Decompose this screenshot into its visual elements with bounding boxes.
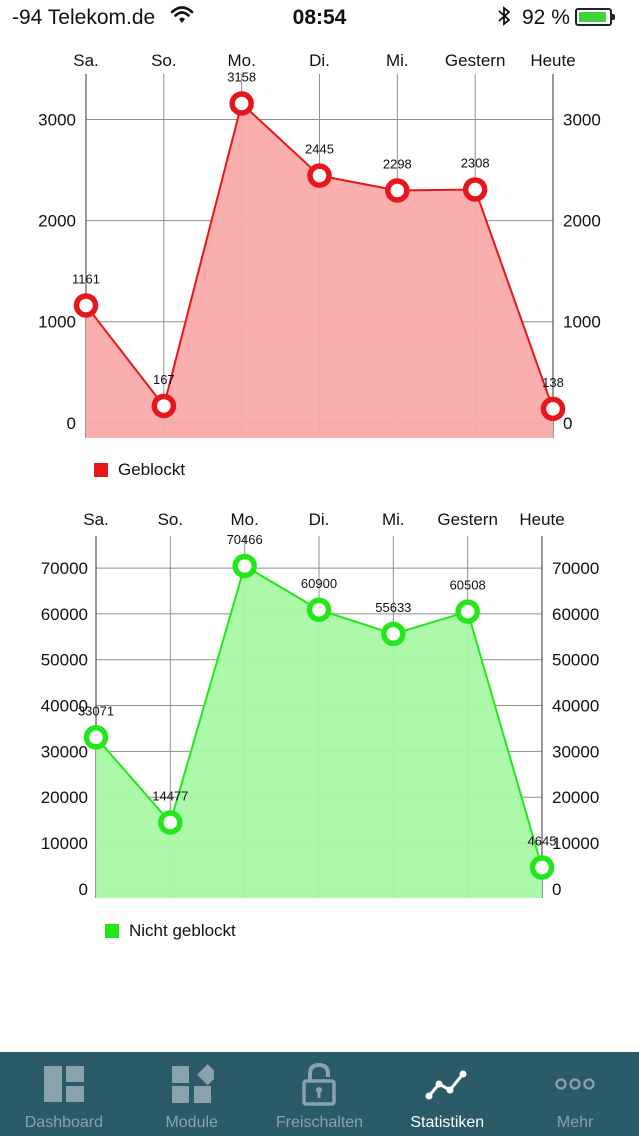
y-tick-label-right: 0 [563, 414, 572, 433]
dashboard-icon [42, 1062, 86, 1106]
x-tick-label: Heute [530, 51, 575, 70]
tab-bar: Dashboard Module Freischalten [0, 1052, 639, 1136]
data-point [158, 810, 183, 835]
tab-dashboard[interactable]: Dashboard [0, 1052, 128, 1136]
tab-label: Mehr [556, 1114, 594, 1131]
data-point [232, 553, 257, 579]
data-point [73, 293, 99, 318]
blocked-chart: Sa. So. Mo. Di. Mi. Gestern Heute 0 0 1000 1000 200… [38, 51, 601, 438]
legend-swatch [105, 924, 119, 938]
not-blocked-legend: Nicht geblockt [105, 921, 236, 941]
y-tick-label-right: 1000 [563, 313, 601, 332]
tab-mehr[interactable]: Mehr [511, 1052, 639, 1136]
data-point [455, 599, 480, 624]
data-label: 167 [153, 372, 175, 387]
statistics-icon [425, 1062, 469, 1106]
y-tick-label-right: 70000 [552, 559, 599, 578]
x-tick-label: Gestern [445, 51, 505, 70]
data-label: 60508 [450, 578, 486, 593]
y-tick-label-left: 10000 [41, 834, 88, 853]
data-label: 1161 [72, 271, 100, 286]
data-label: 14477 [152, 788, 188, 803]
y-tick-label-left: 30000 [41, 742, 88, 761]
x-tick-label: Di. [309, 510, 330, 529]
data-point [462, 177, 488, 202]
data-label: 2308 [461, 155, 490, 170]
x-tick-label: Mo. [227, 51, 255, 70]
more-icon [553, 1062, 597, 1106]
carrier-signal: -94 Telekom.de [12, 6, 156, 29]
battery-percent: 92 % [522, 6, 570, 29]
data-point [385, 178, 410, 203]
data-label: 2445 [305, 142, 334, 157]
data-point [306, 597, 332, 623]
y-tick-label-right: 30000 [552, 742, 599, 761]
x-tick-label: Mo. [230, 510, 258, 529]
tab-module[interactable]: Module [128, 1052, 256, 1136]
blocked-legend: Geblockt [94, 460, 185, 480]
y-tick-label-right: 3000 [563, 111, 601, 130]
x-tick-label: Sa. [83, 510, 109, 529]
data-label: 60900 [301, 576, 337, 591]
y-tick-label-right: 10000 [552, 834, 599, 853]
legend-label: Geblockt [118, 460, 186, 479]
tab-label: Module [165, 1114, 218, 1131]
data-point [381, 621, 406, 647]
tab-freischalten[interactable]: Freischalten [256, 1052, 384, 1136]
y-tick-label-left: 50000 [41, 651, 88, 670]
x-tick-label: So. [151, 51, 177, 70]
x-tick-label: Sa. [73, 51, 99, 70]
y-tick-label-right: 2000 [563, 212, 601, 231]
data-label: 3158 [227, 70, 256, 85]
data-label: 33071 [78, 703, 114, 718]
lock-icon [297, 1062, 341, 1106]
y-tick-label-right: 60000 [552, 605, 599, 624]
data-label: 70466 [227, 532, 263, 547]
y-tick-label-left: 20000 [41, 788, 88, 807]
y-tick-label-left: 0 [79, 880, 88, 899]
y-tick-label-right: 0 [552, 880, 561, 899]
y-tick-label-right: 20000 [552, 788, 599, 807]
tab-label: Dashboard [24, 1114, 104, 1131]
tab-label: Statistiken [410, 1114, 485, 1131]
status-bar: -94 Telekom.de 08:54 92 % [0, 0, 639, 36]
data-point [229, 91, 254, 116]
battery-icon [575, 8, 615, 26]
tab-label: Freischalten [275, 1114, 364, 1131]
x-tick-label: Heute [519, 510, 564, 529]
data-point [307, 163, 332, 188]
x-tick-label: Mi. [382, 510, 405, 529]
y-tick-label-left: 0 [67, 414, 76, 433]
series-area [86, 103, 553, 438]
tab-statistiken[interactable]: Statistiken [383, 1052, 511, 1136]
x-tick-label: Di. [309, 51, 330, 70]
bluetooth-icon [497, 4, 511, 33]
y-tick-label-left: 2000 [38, 212, 76, 231]
data-point [529, 855, 555, 880]
x-tick-label: So. [158, 510, 184, 529]
wifi-icon [170, 4, 194, 31]
x-tick-label: Mi. [386, 51, 409, 70]
y-tick-label-left: 1000 [38, 313, 76, 332]
y-tick-label-left: 40000 [41, 697, 88, 716]
x-tick-label: Gestern [437, 510, 497, 529]
data-point [540, 396, 566, 422]
y-tick-label-right: 40000 [552, 697, 599, 716]
y-tick-label-left: 3000 [38, 111, 76, 130]
not-blocked-chart: Sa. So. Mo. Di. Mi. Gestern Heute 0 0 10000 10000 2… [41, 510, 600, 899]
data-label: 2298 [383, 156, 412, 171]
data-label: 138 [542, 375, 564, 390]
y-tick-label-left: 70000 [41, 559, 88, 578]
data-label: 4645 [528, 834, 557, 849]
legend-label: Nicht geblockt [129, 921, 236, 940]
clock: 08:54 [292, 6, 347, 29]
module-icon [170, 1062, 218, 1106]
legend-swatch [94, 463, 108, 477]
series-area [96, 565, 542, 898]
y-tick-label-left: 60000 [41, 605, 88, 624]
y-tick-label-right: 50000 [552, 651, 599, 670]
data-label: 55633 [375, 600, 411, 615]
data-point [83, 725, 109, 750]
data-point [151, 393, 177, 419]
